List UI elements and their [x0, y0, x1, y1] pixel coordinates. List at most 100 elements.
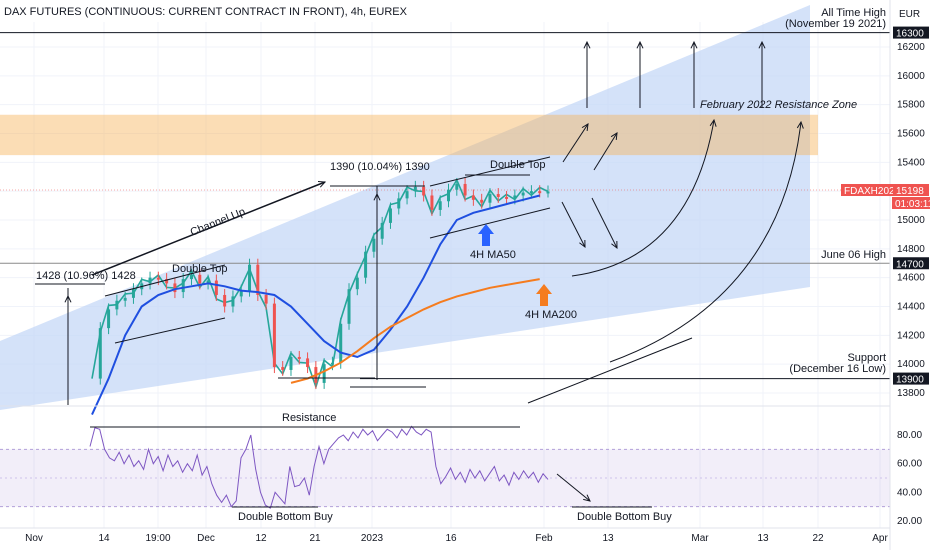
candle-body	[447, 189, 451, 202]
june-high-price-tag: 14700	[896, 259, 924, 270]
support-sublabel: (December 16 Low)	[789, 363, 886, 375]
candle-body	[289, 356, 293, 370]
ath-price-tag-bg	[893, 26, 929, 39]
price-tick-label: 14600	[897, 273, 925, 284]
candle-body	[438, 201, 442, 210]
price-tick-label: 16000	[897, 71, 925, 82]
double-top-1-label: Double Top	[172, 263, 227, 275]
channel-up-area	[0, 5, 810, 410]
candle-body	[148, 277, 152, 284]
candle-body	[272, 303, 276, 368]
candle-body	[355, 277, 359, 290]
candle-body	[198, 274, 202, 284]
time-tick-label: 2023	[361, 533, 384, 544]
double-top-1-upper	[104, 264, 226, 297]
rsi-projection-arrowhead	[583, 494, 591, 502]
rsi-tick-label: 20.00	[897, 516, 922, 527]
bull-arrow-1	[562, 123, 589, 163]
time-tick-label: 16	[445, 533, 457, 544]
ath-sublabel: (November 19 2021)	[785, 18, 886, 30]
ath-label: All Time High	[821, 7, 886, 19]
price-tick-label: 14000	[897, 359, 925, 370]
price-tick-label: 14400	[897, 302, 925, 313]
candle-body	[455, 183, 459, 190]
price-tick-label: 14800	[897, 244, 925, 255]
ma200-line	[290, 278, 540, 384]
price-tick-label: 13800	[897, 388, 925, 399]
last-price-tag-bg	[893, 184, 929, 196]
time-tick-label: 13	[757, 533, 769, 544]
support-label: Support	[847, 352, 886, 364]
candle-body	[231, 296, 235, 307]
bear-arrowhead-2	[611, 240, 618, 250]
candle-body	[339, 323, 343, 363]
drawings-front: February 2022 Resistance Zone All Time Hi…	[35, 7, 886, 523]
ma200-arrow	[536, 284, 552, 306]
time-tick-label: 19:00	[145, 533, 170, 544]
rsi-tick-label: 80.00	[897, 430, 922, 441]
candle-body	[206, 280, 210, 284]
drawings-back	[0, 5, 890, 508]
rsi-double-bottom-2-label: Double Bottom Buy	[577, 511, 672, 523]
projection-line-3	[527, 337, 693, 404]
candle-body	[115, 300, 119, 310]
time-tick-label: Apr	[872, 533, 888, 544]
double-top-2-upper	[429, 156, 551, 187]
june-high-price-tag-bg	[893, 257, 929, 270]
price-tick-label: 15800	[897, 100, 925, 111]
last-price-tag: 15198	[896, 186, 924, 197]
time-tick-label: Feb	[535, 533, 553, 544]
double-top-2-lower	[429, 207, 551, 239]
price-tick-label: 14200	[897, 330, 925, 341]
candle-body	[405, 191, 409, 199]
bear-arrow-2	[591, 197, 618, 249]
ath-price-tag: 16300	[896, 29, 924, 40]
candle-body	[281, 367, 285, 370]
bear-arrowhead-1	[579, 239, 586, 249]
june-high-label: June 06 High	[821, 249, 886, 261]
price-tick-label: 15000	[897, 215, 925, 226]
candle-body	[107, 309, 111, 329]
rsi-double-bottom-1-label: Double Bottom Buy	[238, 511, 333, 523]
bull-arrow-2	[593, 132, 618, 171]
rsi-tick-label: 40.00	[897, 487, 922, 498]
time-tick-label: 13	[602, 533, 614, 544]
candle-body	[413, 186, 417, 192]
candle-body	[463, 183, 467, 196]
candle-body	[306, 358, 310, 368]
projection-arrowhead-2	[636, 40, 644, 49]
measure-2-arrowhead	[373, 192, 381, 201]
rsi-line	[89, 425, 549, 509]
candle-body	[173, 283, 177, 293]
candle-body	[123, 297, 127, 301]
candle-body	[131, 289, 135, 298]
candle-body	[156, 277, 160, 280]
resistance-zone-label: February 2022 Resistance Zone	[700, 99, 857, 111]
measure-2-label: 1390 (10.04%) 1390	[330, 161, 430, 173]
bear-arrow-1	[561, 201, 586, 248]
double-top-1-lower	[114, 317, 226, 344]
time-tick-label: 22	[812, 533, 824, 544]
rsi-projection-arrow	[556, 473, 591, 502]
projection-arrowhead-4	[758, 40, 766, 49]
candle-body	[189, 274, 193, 280]
candle-body	[397, 198, 401, 209]
candle-body	[347, 289, 351, 324]
price-tick-label: 15400	[897, 157, 925, 168]
candle-body	[422, 186, 426, 196]
time-tick-label: 12	[255, 533, 267, 544]
double-top-2-label: Double Top	[490, 159, 545, 171]
candle-body	[98, 328, 102, 379]
time-tick-label: Dec	[197, 533, 215, 544]
candle-body	[248, 264, 252, 291]
measure-1-arrowhead	[64, 294, 72, 303]
series-layer	[89, 177, 550, 509]
candle-body	[380, 222, 384, 239]
candle-body	[388, 208, 392, 223]
projection-arrowhead-3	[690, 40, 698, 49]
candle-body	[256, 264, 260, 295]
projection-arrowhead-1	[583, 40, 591, 49]
resistance-zone	[0, 114, 818, 156]
